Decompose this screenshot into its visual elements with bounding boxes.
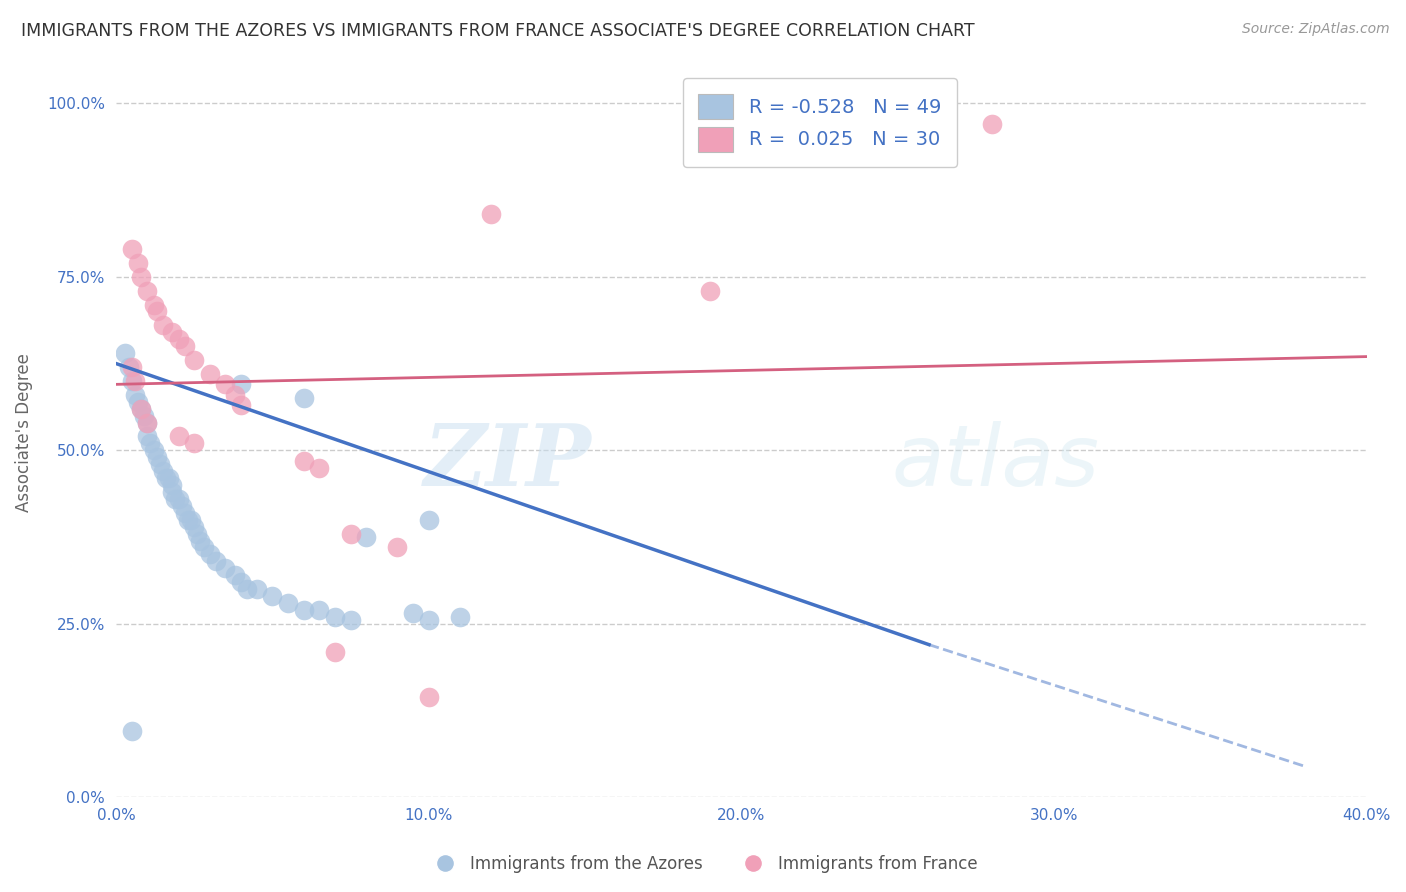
Point xyxy=(127,256,149,270)
Point xyxy=(157,471,180,485)
Point xyxy=(117,359,139,374)
Point xyxy=(387,541,409,555)
Point xyxy=(162,478,184,492)
Point xyxy=(699,284,721,298)
Point xyxy=(165,491,187,506)
Point xyxy=(323,610,346,624)
Point xyxy=(183,519,205,533)
Point xyxy=(173,506,195,520)
Point xyxy=(155,471,177,485)
Point xyxy=(139,436,162,450)
Point xyxy=(129,269,152,284)
Point xyxy=(142,443,165,458)
Point xyxy=(124,388,146,402)
Point xyxy=(198,548,221,562)
Point xyxy=(479,207,502,221)
Legend: Immigrants from the Azores, Immigrants from France: Immigrants from the Azores, Immigrants f… xyxy=(422,848,984,880)
Point xyxy=(277,596,299,610)
Point xyxy=(229,377,252,392)
Point xyxy=(354,530,377,544)
Point xyxy=(136,416,159,430)
Point xyxy=(292,603,315,617)
Point xyxy=(177,513,200,527)
Point xyxy=(121,724,143,739)
Point xyxy=(152,318,174,333)
Point xyxy=(180,513,202,527)
Point xyxy=(323,644,346,658)
Point xyxy=(145,304,167,318)
Point xyxy=(339,526,361,541)
Point xyxy=(224,568,246,582)
Point xyxy=(170,499,193,513)
Point xyxy=(339,613,361,627)
Point xyxy=(173,339,195,353)
Point xyxy=(129,401,152,416)
Point xyxy=(198,367,221,381)
Point xyxy=(292,453,315,467)
Point xyxy=(114,346,136,360)
Point xyxy=(418,690,440,704)
Point xyxy=(980,117,1002,131)
Point xyxy=(214,377,236,392)
Point xyxy=(134,409,156,423)
Point xyxy=(162,485,184,500)
Point xyxy=(183,436,205,450)
Point xyxy=(292,391,315,405)
Point xyxy=(418,513,440,527)
Text: Source: ZipAtlas.com: Source: ZipAtlas.com xyxy=(1241,22,1389,37)
Text: ZIP: ZIP xyxy=(423,420,592,504)
Text: IMMIGRANTS FROM THE AZORES VS IMMIGRANTS FROM FRANCE ASSOCIATE'S DEGREE CORRELAT: IMMIGRANTS FROM THE AZORES VS IMMIGRANTS… xyxy=(21,22,974,40)
Point xyxy=(124,374,146,388)
Point xyxy=(136,429,159,443)
Point xyxy=(193,541,215,555)
Point xyxy=(246,582,269,596)
Point xyxy=(149,457,172,471)
Point xyxy=(186,526,208,541)
Point xyxy=(167,491,190,506)
Point xyxy=(229,575,252,590)
Point xyxy=(224,388,246,402)
Point xyxy=(308,460,330,475)
Point xyxy=(183,353,205,368)
Point xyxy=(402,607,425,621)
Point xyxy=(205,554,228,568)
Point xyxy=(121,359,143,374)
Point xyxy=(236,582,259,596)
Point xyxy=(129,401,152,416)
Point xyxy=(229,398,252,412)
Point xyxy=(136,416,159,430)
Point xyxy=(167,429,190,443)
Point xyxy=(152,464,174,478)
Point xyxy=(121,242,143,256)
Point xyxy=(262,589,284,603)
Point xyxy=(449,610,471,624)
Point xyxy=(127,394,149,409)
Point xyxy=(145,450,167,465)
Legend: R = -0.528   N = 49, R =  0.025   N = 30: R = -0.528 N = 49, R = 0.025 N = 30 xyxy=(683,78,957,167)
Point xyxy=(136,284,159,298)
Point xyxy=(190,533,212,548)
Y-axis label: Associate's Degree: Associate's Degree xyxy=(15,353,32,512)
Point xyxy=(167,332,190,346)
Point xyxy=(418,613,440,627)
Point xyxy=(308,603,330,617)
Text: atlas: atlas xyxy=(891,421,1099,504)
Point xyxy=(121,374,143,388)
Point xyxy=(162,326,184,340)
Point xyxy=(142,297,165,311)
Point xyxy=(214,561,236,575)
